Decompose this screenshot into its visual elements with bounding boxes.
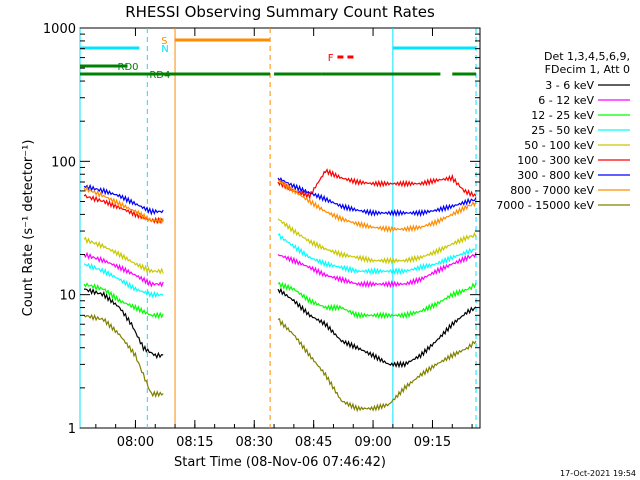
series-line: [277, 252, 477, 289]
x-tick-label: 08:30: [236, 435, 273, 450]
series-line: [277, 317, 477, 413]
flag-label-rd0: RD0: [118, 62, 139, 73]
series-lines: [83, 168, 477, 413]
legend-label: 3 - 6 keV: [545, 79, 594, 92]
series-line: [83, 282, 164, 320]
legend-label: 25 - 50 keV: [531, 124, 594, 137]
legend-label: 100 - 300 keV: [517, 154, 594, 167]
y-tick-label: 1: [68, 422, 76, 437]
x-tick-label: 09:00: [354, 435, 391, 450]
series-line: [83, 313, 164, 399]
y-tick-label: 10: [59, 289, 76, 304]
state-flag-bars: SN F RD0 RD4: [80, 36, 477, 81]
series-line: [83, 251, 164, 288]
legend-label: 12 - 25 keV: [531, 109, 594, 122]
series-line: [277, 287, 477, 369]
y-tick-label: 1000: [43, 22, 76, 37]
series-line: [277, 168, 477, 201]
x-tick-label: 09:15: [414, 435, 451, 450]
legend-label: 6 - 12 keV: [538, 94, 594, 107]
series-line: [83, 236, 164, 275]
series-line: [277, 218, 477, 265]
legend-label: 800 - 7000 keV: [510, 184, 594, 197]
x-tick-label: 08:15: [176, 435, 213, 450]
footer-timestamp: 17-Oct-2021 19:54: [560, 469, 636, 478]
series-line: [277, 233, 477, 276]
series-line: [84, 287, 164, 360]
legend-label: 7000 - 15000 keV: [496, 199, 594, 212]
series-line: [83, 183, 164, 216]
series-line: [83, 262, 164, 299]
flag-label-s: S: [161, 36, 167, 47]
chart-title: RHESSI Observing Summary Count Rates: [125, 3, 435, 21]
flag-label-rd4: RD4: [149, 70, 170, 81]
flag-label-n: N: [161, 44, 168, 55]
x-tick-label: 08:45: [295, 435, 332, 450]
legend: Det 1,3,4,5,6,9,FDecim 1, Att 0 3 - 6 keV…: [496, 50, 630, 212]
y-tick-label: 100: [51, 155, 76, 170]
series-line: [83, 185, 164, 225]
series-line: [277, 179, 477, 234]
legend-label: 300 - 800 keV: [517, 169, 594, 182]
y-axis: 1 10 100 1000: [43, 22, 480, 437]
vertical-marker-lines: [79, 28, 477, 428]
x-tick-label: 08:00: [117, 435, 154, 450]
legend-label: 50 - 100 keV: [524, 139, 594, 152]
flag-label-f: F: [328, 53, 334, 64]
y-axis-label: Count Rate (s⁻¹ detector⁻¹): [21, 140, 36, 317]
series-line: [277, 176, 477, 218]
legend-header: Det 1,3,4,5,6,9,: [544, 50, 630, 63]
x-axis: 08:00 08:15 08:30 08:45 09:00 09:15: [95, 28, 473, 450]
series-line: [277, 281, 477, 320]
x-axis-label: Start Time (08-Nov-06 07:46:42): [174, 455, 386, 470]
legend-header: FDecim 1, Att 0: [545, 63, 630, 76]
